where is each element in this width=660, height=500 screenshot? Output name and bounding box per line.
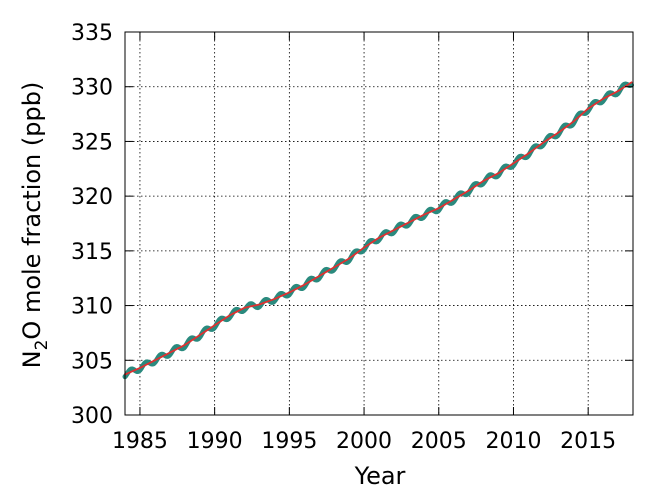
x-tick-label: 1990 (187, 429, 243, 454)
x-tick-label: 2000 (336, 429, 392, 454)
y-tick-label: 300 (71, 404, 113, 429)
plot-frame (124, 31, 634, 416)
y-axis-title: N2O mole fraction (ppb) (18, 82, 52, 369)
y-tick-label: 320 (71, 185, 113, 210)
x-tick-label: 1985 (112, 429, 168, 454)
y-tick-label: 335 (71, 21, 113, 46)
y-axis-title-prefix: N (18, 350, 46, 368)
grid-lines (125, 32, 633, 415)
y-tick-label: 330 (71, 76, 113, 101)
y-tick-label: 315 (71, 240, 113, 265)
x-axis-title: Year (354, 462, 406, 490)
y-axis-title-subscript: 2 (32, 340, 52, 351)
x-tick-label: 2015 (560, 429, 616, 454)
y-axis-title-suffix: O mole fraction (ppb) (18, 82, 46, 340)
y-tick-label: 325 (71, 130, 113, 155)
monthly-series-line (122, 81, 635, 380)
y-tick-labels: 300 305 310 315 320 325 330 335 (71, 21, 113, 429)
y-tick-label: 310 (71, 295, 113, 320)
y-tick-label: 305 (71, 349, 113, 374)
tick-marks (125, 31, 633, 416)
x-tick-label: 2005 (411, 429, 467, 454)
x-tick-label: 1995 (261, 429, 317, 454)
x-tick-label: 2010 (485, 429, 541, 454)
trend-series-line (124, 81, 633, 376)
series-layer (122, 81, 635, 380)
x-tick-labels: 1985 1990 1995 2000 2005 2010 2015 (112, 429, 616, 454)
